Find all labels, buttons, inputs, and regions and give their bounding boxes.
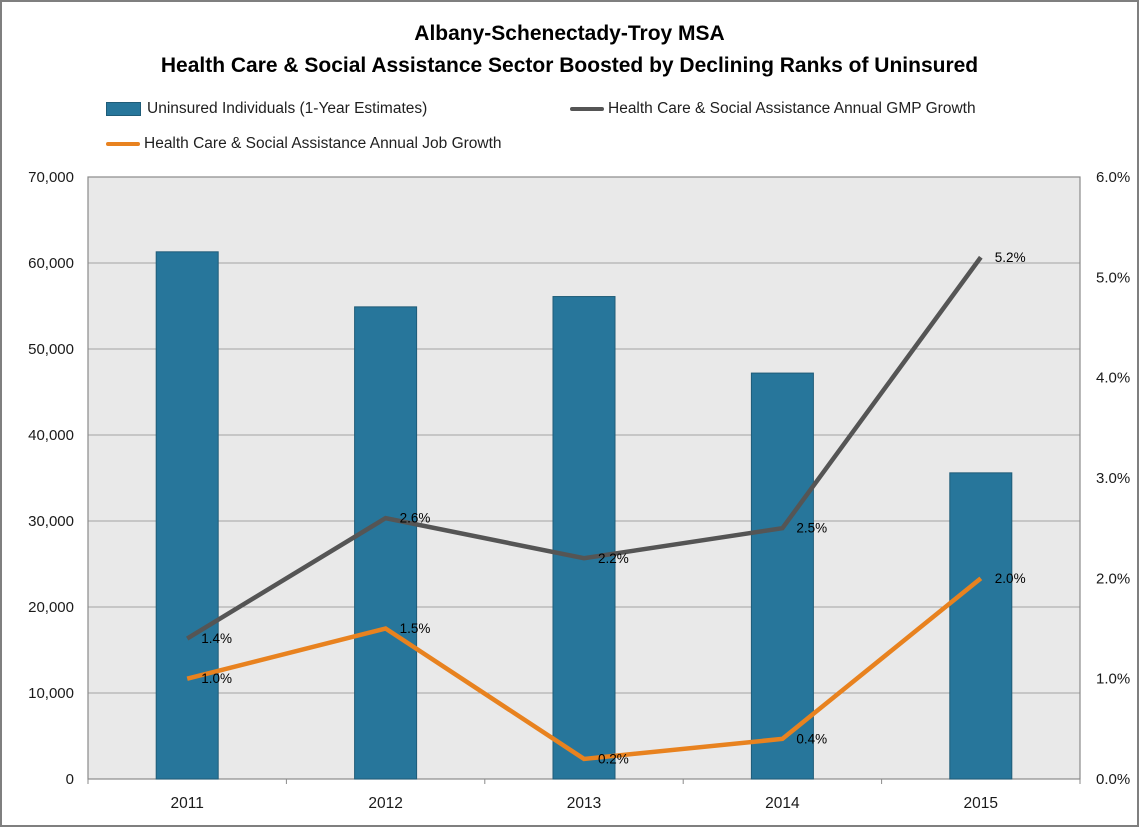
left-axis-tick-label: 40,000 [28,427,74,444]
legend-item-gmp-growth: Health Care & Social Assistance Annual G… [570,100,976,118]
right-axis-tick-label: 5.0% [1096,269,1130,286]
chart-title-line1: Albany-Schenectady-Troy MSA [414,22,725,45]
gmp-line-point-label: 1.4% [201,631,232,646]
job-line [186,576,983,762]
job-line-point-label: 1.5% [400,621,431,636]
bar-2013 [552,296,616,780]
left-axis-tick-label: 50,000 [28,341,74,358]
legend-job-line-swatch [106,142,140,146]
gmp-line [186,255,983,641]
bar-2015 [949,472,1013,780]
legend-job-label: Health Care & Social Assistance Annual J… [144,135,502,152]
legend-gmp-line-swatch [570,107,604,111]
legend-gmp-label: Health Care & Social Assistance Annual G… [608,100,976,117]
chart-title: Albany-Schenectady-Troy MSA Health Care … [2,18,1137,82]
right-axis-tick-label: 3.0% [1096,470,1130,487]
right-axis-tick-label: 0.0% [1096,771,1130,788]
x-axis-label: 2015 [964,795,998,812]
legend-bar-swatch [106,102,141,116]
x-axis-label: 2011 [171,795,204,812]
job-line-point-label: 1.0% [201,671,232,686]
gmp-line-point-label: 2.6% [400,511,431,526]
right-axis-tick-label: 4.0% [1096,370,1130,387]
gmp-line-point-label: 5.2% [995,250,1026,265]
legend-item-uninsured: Uninsured Individuals (1-Year Estimates) [106,100,427,118]
chart-title-line2: Health Care & Social Assistance Sector B… [160,54,979,77]
left-axis-tick-label: 70,000 [28,169,74,186]
bar-2014 [750,372,814,780]
right-axis-tick-label: 2.0% [1096,570,1130,587]
gmp-line-point-label: 2.5% [796,521,827,536]
x-axis-label: 2013 [567,795,601,812]
right-axis-tick-label: 6.0% [1096,169,1130,186]
legend-bar-label: Uninsured Individuals (1-Year Estimates) [147,100,428,117]
left-axis-tick-label: 0 [66,771,74,788]
bar-2012 [354,306,418,780]
job-line-point-label: 0.2% [598,751,629,766]
legend-item-job-growth: Health Care & Social Assistance Annual J… [106,135,502,153]
left-axis-tick-label: 60,000 [28,255,74,272]
x-axis-label: 2014 [765,795,800,812]
right-axis-tick-label: 1.0% [1096,671,1130,688]
bar-2011 [155,251,219,780]
left-axis-tick-label: 20,000 [28,599,74,616]
left-axis-tick-label: 10,000 [28,685,74,702]
x-axis-label: 2012 [368,795,402,812]
gmp-line-point-label: 2.2% [598,551,629,566]
job-line-point-label: 0.4% [796,731,827,746]
job-line-point-label: 2.0% [995,571,1026,586]
left-axis-tick-label: 30,000 [28,513,74,530]
